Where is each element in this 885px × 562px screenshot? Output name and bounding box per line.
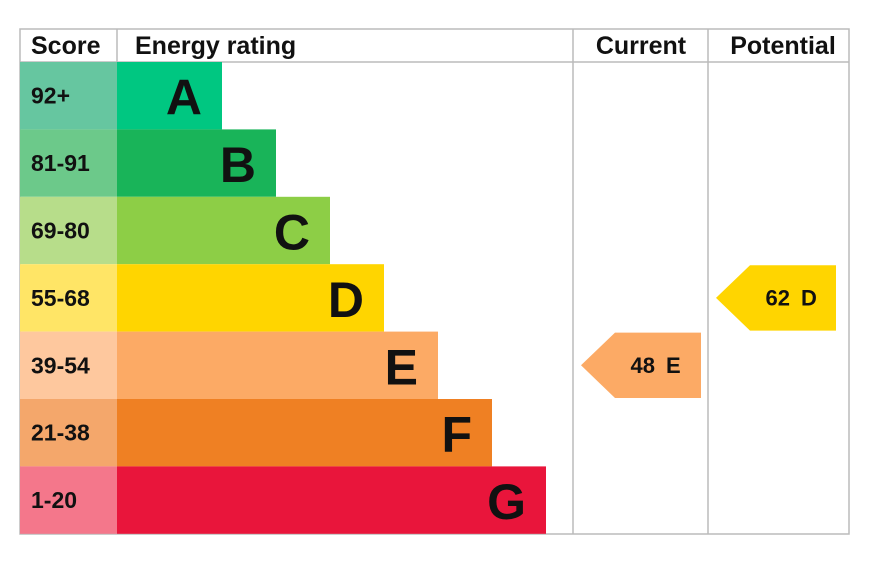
score-label: 55-68: [31, 285, 90, 311]
rating-letter: D: [328, 272, 364, 328]
rating-letter: A: [166, 70, 202, 126]
score-label: 69-80: [31, 218, 90, 244]
rating-bar: [117, 129, 276, 197]
header-rating: Energy rating: [135, 32, 296, 60]
rating-letter: E: [385, 339, 418, 395]
current-arrow: [581, 332, 701, 398]
rating-bar: [117, 466, 546, 534]
score-label: 21-38: [31, 420, 90, 446]
score-cell: [20, 331, 117, 399]
current-rating: E: [666, 353, 681, 378]
score-cell: [20, 264, 117, 332]
rating-bar: [117, 62, 222, 130]
rating-bar: [117, 399, 492, 467]
rating-letter: F: [441, 407, 472, 463]
score-cell: [20, 399, 117, 467]
potential-arrow: [716, 265, 836, 331]
rating-bar: [117, 196, 330, 265]
rating-letter: G: [487, 474, 526, 530]
rating-bar: [117, 264, 384, 332]
score-cell: [20, 129, 117, 197]
potential-score: 62: [766, 285, 790, 310]
score-label: 39-54: [31, 352, 90, 378]
rating-letter: B: [220, 137, 256, 193]
potential-rating: D: [801, 285, 817, 310]
header-current: Current: [596, 32, 687, 60]
header-score: Score: [31, 32, 101, 60]
current-score: 48: [631, 353, 655, 378]
score-cell: [20, 62, 117, 130]
score-label: 1-20: [31, 487, 77, 513]
rating-bar: [117, 331, 438, 399]
rating-letter: C: [274, 205, 310, 261]
score-cell: [20, 196, 117, 265]
score-cell: [20, 466, 117, 534]
score-label: 81-91: [31, 150, 90, 176]
header-potential: Potential: [730, 32, 836, 60]
score-label: 92+: [31, 83, 70, 109]
